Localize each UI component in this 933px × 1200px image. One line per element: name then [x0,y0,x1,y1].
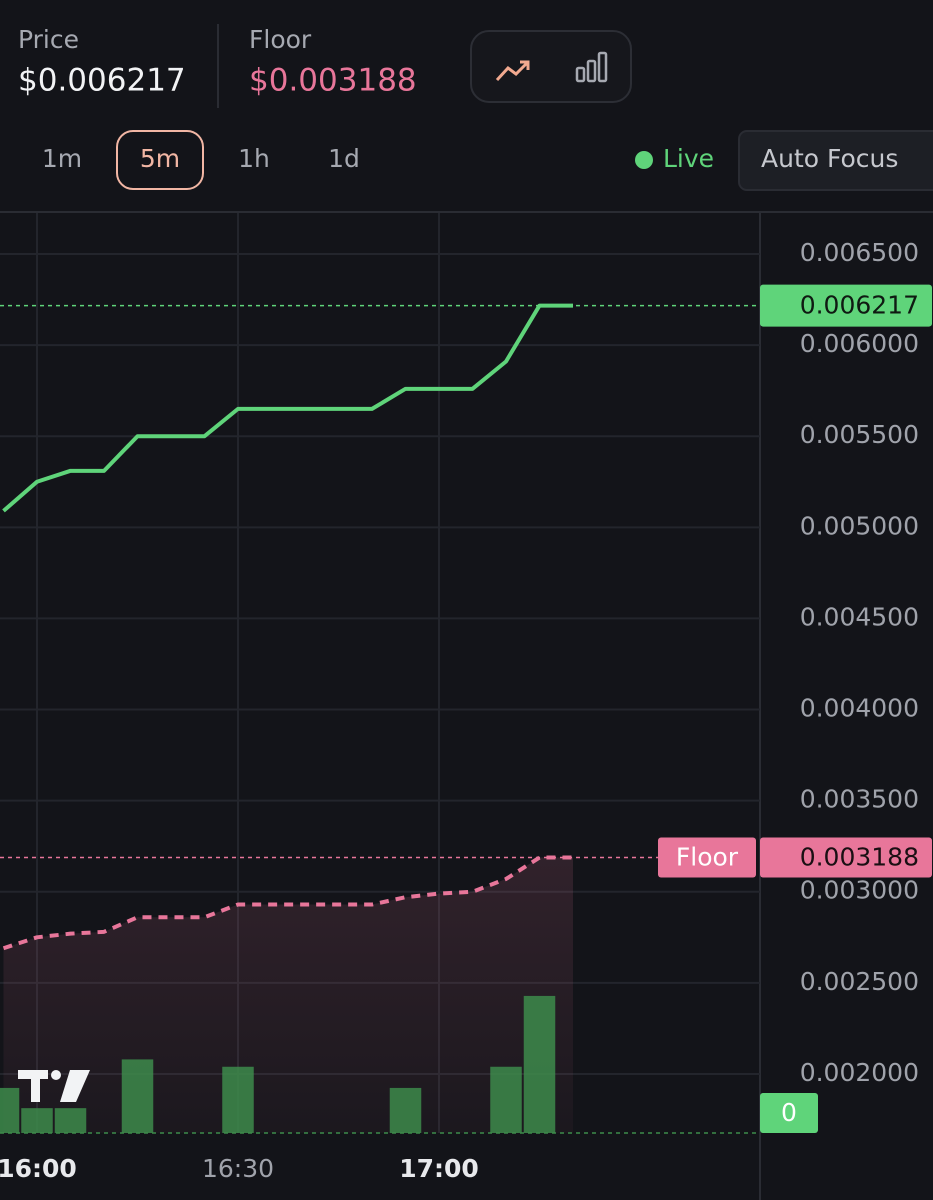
chart-type-toggle[interactable] [470,30,632,103]
price-value: $0.006217 [18,63,186,99]
line-icon[interactable] [495,60,530,82]
floor-label: Floor [249,25,312,54]
floor-name-label: Floor [676,842,739,871]
y-tick-label: 0.003000 [800,876,919,905]
floor-tag [760,837,932,878]
timeframe-selected[interactable] [116,130,204,190]
floor-line [2,855,573,951]
timeframe-option[interactable]: 1d [328,144,360,173]
bar-icon [597,51,608,83]
timeframe-bar: 1m 5m 1h 1d [42,130,360,190]
volume-bar [222,1066,254,1133]
price-tag [760,284,932,327]
x-tick-label: 16:30 [202,1154,274,1183]
timeframe-option[interactable]: 1h [238,144,270,173]
line-icon-arrow [520,60,530,70]
floor-value: $0.003188 [249,63,417,99]
volume-bar [389,1087,422,1133]
y-tick-label: 0.006500 [800,238,919,267]
y-tick-label: 0.005500 [800,420,919,449]
bar-icon[interactable] [575,66,586,83]
plot [0,303,760,1134]
price-tag-label: 0.006217 [800,291,919,320]
volume-tag [760,1093,818,1133]
volume-bar [523,995,556,1133]
volume-tag-label: 0 [781,1098,797,1127]
price-label: Price [18,25,79,54]
logo-part [51,1070,61,1080]
y-tick-label: 0.005000 [800,511,919,540]
volume-bar [121,1059,154,1133]
x-tick-label: 16:00 [0,1154,77,1183]
volume-bar [54,1108,87,1133]
price-line [2,303,573,513]
bar-icon [586,59,597,83]
tradingview-logo [18,1070,90,1102]
live-label: Live [663,144,714,173]
x-tick-label: 17:00 [399,1154,479,1183]
volume-bar [490,1066,522,1133]
axis: 0.002000 0.002500 0.003000 0.003500 0.004000… [0,238,932,1183]
volume-bar [0,1087,20,1133]
y-tick-label: 0.004500 [800,602,919,631]
floor-name-tag [658,837,756,878]
y-tick-label: 0.004000 [800,694,919,723]
y-tick-label: 0.002000 [800,1058,919,1087]
volume-bar [21,1108,53,1133]
timeframe-option[interactable]: 1m [42,144,82,173]
auto-focus-button[interactable] [738,130,933,191]
y-tick-label: 0.002500 [800,967,919,996]
y-tick-label: 0.003500 [800,785,919,814]
auto-focus-label[interactable]: Auto Focus [761,144,898,173]
logo-part [60,1070,90,1102]
live-dot [635,151,653,169]
floor-tag-label: 0.003188 [800,842,919,871]
y-tick-label: 0.006000 [800,329,919,358]
timeframe-option[interactable]: 5m [140,144,180,173]
logo-part [31,1070,40,1102]
